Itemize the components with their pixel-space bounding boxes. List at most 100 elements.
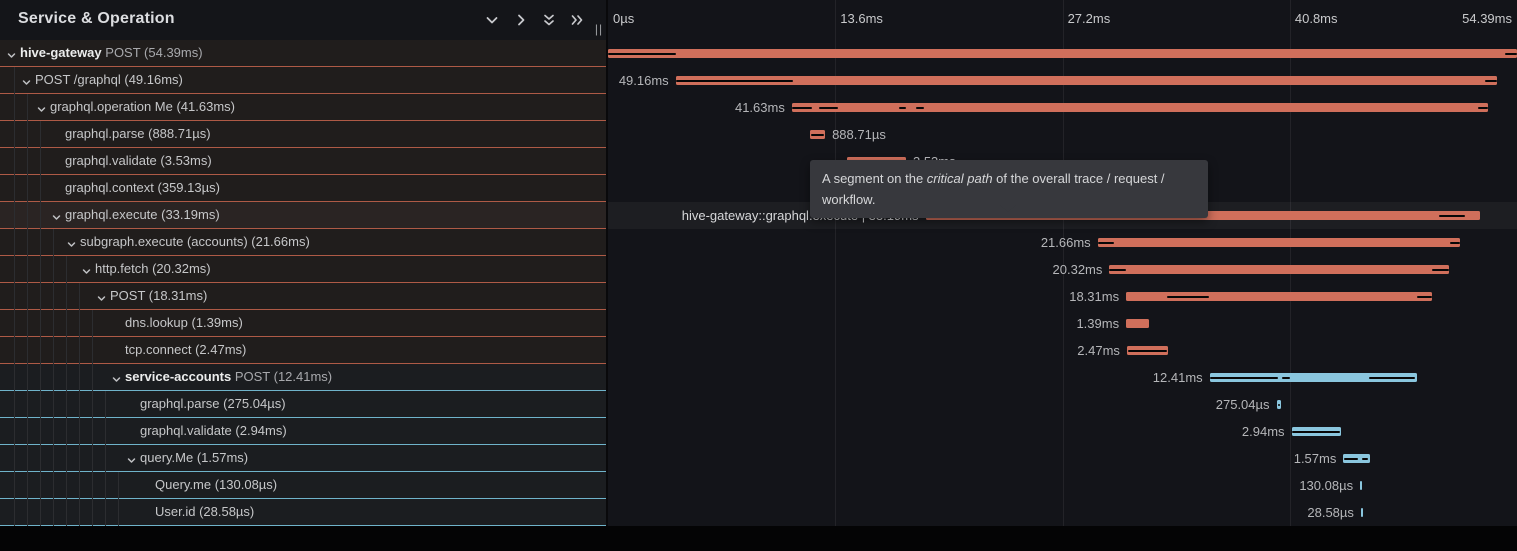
indent-guide: [79, 364, 80, 391]
span-bar[interactable]: [1126, 292, 1433, 301]
chevron-down-icon[interactable]: [51, 210, 62, 221]
span-bar[interactable]: [1343, 454, 1370, 463]
gridline: [1062, 0, 1064, 526]
critical-path-segment: [1209, 376, 1279, 379]
chevron-down-icon[interactable]: [81, 264, 92, 275]
span-bar[interactable]: [1109, 265, 1449, 274]
span-bar[interactable]: [1126, 319, 1150, 328]
tree-row[interactable]: hive-gateway POST (54.39ms): [0, 40, 606, 67]
span-bar[interactable]: [1209, 373, 1418, 382]
chevron-down-icon[interactable]: [36, 102, 47, 113]
chevron-down-icon[interactable]: [484, 12, 502, 30]
span-bar[interactable]: [1291, 427, 1341, 436]
span-bar[interactable]: [791, 103, 1488, 112]
tree-row[interactable]: tcp.connect (2.47ms): [0, 337, 606, 364]
tree-row[interactable]: graphql.validate (3.53ms): [0, 148, 606, 175]
chevron-down-icon[interactable]: [6, 48, 17, 59]
tree-row[interactable]: POST /graphql (49.16ms): [0, 67, 606, 94]
span-label: query.Me (1.57ms): [140, 450, 249, 465]
critical-path-segment: [1505, 52, 1517, 55]
indent-guide: [40, 121, 41, 148]
indent-guide: [14, 121, 15, 148]
tree-row[interactable]: POST (18.31ms): [0, 283, 606, 310]
tree-row[interactable]: graphql.parse (888.71µs): [0, 121, 606, 148]
critical-path-tooltip: A segment on the critical path of the ov…: [810, 160, 1208, 218]
span-bar[interactable]: [1360, 481, 1363, 490]
critical-path-segment: [1282, 376, 1290, 379]
span-duration-label: 49.16ms: [618, 73, 669, 88]
critical-path-segment: [1277, 403, 1280, 406]
span-duration-label: 130.08µs: [1299, 478, 1354, 493]
chevron-down-icon[interactable]: [96, 291, 107, 302]
span-label: dns.lookup (1.39ms): [125, 315, 243, 330]
tree-row[interactable]: Query.me (130.08µs): [0, 472, 606, 499]
panel-divider[interactable]: [606, 0, 608, 526]
timeline-row: 21.66ms: [608, 229, 1517, 256]
chevron-down-icon[interactable]: [126, 453, 137, 464]
indent-guide: [79, 337, 80, 364]
chevron-down-icon[interactable]: [111, 372, 122, 383]
indent-guide: [53, 337, 54, 364]
span-bar[interactable]: [1276, 400, 1282, 409]
span-bar[interactable]: [1360, 508, 1363, 517]
indent-guide: [14, 175, 15, 202]
indent-guide: [79, 499, 80, 526]
critical-path-segment: [1109, 268, 1127, 271]
chevron-right-icon[interactable]: [513, 12, 531, 30]
tree-row[interactable]: graphql.operation Me (41.63ms): [0, 94, 606, 121]
span-label: Query.me (130.08µs): [155, 477, 278, 492]
tooltip-text-italic: critical path: [926, 171, 993, 186]
indent-guide: [40, 499, 41, 526]
tree-row[interactable]: graphql.parse (275.04µs): [0, 391, 606, 418]
indent-guide: [92, 364, 93, 391]
timeline-row: 49.16ms: [608, 67, 1517, 94]
axis-tick-label: 40.8ms: [1294, 11, 1338, 26]
tree-row[interactable]: subgraph.execute (accounts) (21.66ms): [0, 229, 606, 256]
indent-guide: [14, 229, 15, 256]
tree-row[interactable]: User.id (28.58µs): [0, 499, 606, 526]
span-bar[interactable]: [810, 130, 826, 139]
double-chevron-down-icon[interactable]: [541, 12, 559, 30]
timeline-row: 1.39ms: [608, 310, 1517, 337]
tree-row[interactable]: graphql.validate (2.94ms): [0, 418, 606, 445]
tree-row[interactable]: service-accounts POST (12.41ms): [0, 364, 606, 391]
indent-guide: [40, 229, 41, 256]
axis-tick-label: 54.39ms: [1462, 11, 1512, 26]
timeline-row: 1.57ms: [608, 445, 1517, 472]
indent-guide: [53, 499, 54, 526]
span-bar[interactable]: [1097, 238, 1460, 247]
tree-row[interactable]: http.fetch (20.32ms): [0, 256, 606, 283]
indent-guide: [53, 256, 54, 283]
tooltip-text-before: A segment on the: [822, 171, 927, 186]
double-chevron-right-icon[interactable]: [569, 12, 587, 30]
indent-guide: [66, 445, 67, 472]
indent-guide: [53, 391, 54, 418]
indent-guide: [66, 310, 67, 337]
tree-row[interactable]: dns.lookup (1.39ms): [0, 310, 606, 337]
indent-guide: [53, 283, 54, 310]
span-duration-label: 888.71µs: [832, 127, 886, 142]
critical-path-segment: [1369, 376, 1415, 379]
indent-guide: [14, 337, 15, 364]
span-bar[interactable]: [1126, 346, 1169, 355]
span-label: User.id (28.58µs): [155, 504, 255, 519]
tree-row[interactable]: graphql.context (359.13µs): [0, 175, 606, 202]
indent-guide: [118, 499, 119, 526]
chevron-down-icon[interactable]: [21, 75, 32, 86]
span-label: hive-gateway POST (54.39ms): [20, 40, 203, 66]
indent-guide: [27, 472, 28, 499]
indent-guide: [27, 364, 28, 391]
span-bar[interactable]: [675, 76, 1498, 85]
critical-path-segment: [1097, 241, 1115, 244]
indent-guide: [40, 418, 41, 445]
panel-resize-handle[interactable]: ||: [594, 22, 604, 36]
indent-guide: [92, 391, 93, 418]
tree-row[interactable]: query.Me (1.57ms): [0, 445, 606, 472]
span-bar[interactable]: [608, 49, 1517, 58]
indent-guide: [40, 256, 41, 283]
indent-guide: [40, 283, 41, 310]
tree-row[interactable]: graphql.execute (33.19ms): [0, 202, 606, 229]
chevron-down-icon[interactable]: [66, 237, 77, 248]
span-label: graphql.validate (2.94ms): [140, 423, 287, 438]
critical-path-segment: [898, 106, 907, 109]
